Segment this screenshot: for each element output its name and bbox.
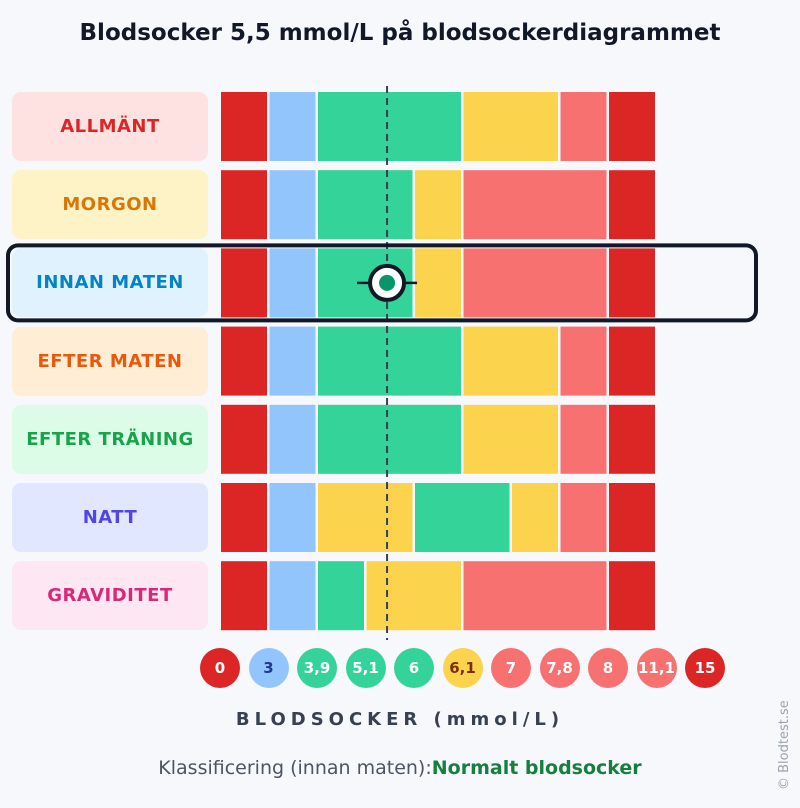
x-axis-label: BLODSOCKER (mmol/L) xyxy=(235,709,565,730)
range-cell xyxy=(269,483,316,552)
range-cell xyxy=(221,404,267,474)
copyright-notice: © Blodtest.se xyxy=(777,700,792,790)
range-cell xyxy=(560,483,607,552)
range-cell xyxy=(415,483,510,552)
row-label: ALLMÄNT xyxy=(12,92,208,161)
tick-label: 6 xyxy=(394,648,434,688)
range-cell xyxy=(318,561,364,631)
range-cell xyxy=(318,170,413,240)
value-marker-dot xyxy=(379,274,396,291)
row-label: NATT xyxy=(12,483,208,552)
classification-value: Normalt blodsocker xyxy=(431,757,642,779)
range-cell xyxy=(609,326,655,396)
range-cell xyxy=(366,561,461,631)
range-cell xyxy=(463,561,607,631)
row-label: MORGON xyxy=(12,170,208,240)
classification-label: Klassificering (innan maten): xyxy=(158,757,432,779)
range-cell xyxy=(269,404,316,474)
tick-label: 7,8 xyxy=(539,648,580,688)
range-cell xyxy=(609,483,655,552)
range-cell xyxy=(463,404,558,474)
range-cell xyxy=(512,483,558,552)
range-cell xyxy=(560,326,607,396)
range-cell xyxy=(318,483,413,552)
range-cell xyxy=(221,92,267,161)
range-cell xyxy=(269,92,316,161)
range-cell xyxy=(609,404,655,474)
range-cell xyxy=(221,561,267,631)
range-cell xyxy=(463,326,558,396)
range-cell xyxy=(269,170,316,240)
row-label: INNAN MATEN xyxy=(12,248,208,318)
range-cell xyxy=(221,483,267,552)
row-label: EFTER MATEN xyxy=(12,326,208,396)
range-cell xyxy=(463,92,558,161)
range-cell xyxy=(269,561,316,631)
range-cell xyxy=(221,326,267,396)
range-cell xyxy=(318,326,461,396)
tick-label: 15 xyxy=(685,648,725,688)
tick-label: 11,1 xyxy=(636,648,677,688)
tick-label: 8 xyxy=(588,648,628,688)
range-cell xyxy=(609,248,655,318)
range-cell xyxy=(609,170,655,240)
range-cell xyxy=(318,92,461,161)
tick-label: 3,9 xyxy=(297,648,337,688)
range-cell xyxy=(609,92,655,161)
row-label: EFTER TRÄNING xyxy=(12,404,208,474)
classification-line: Klassificering (innan maten):Normalt blo… xyxy=(0,757,800,779)
tick-label: 7 xyxy=(491,648,531,688)
range-cell xyxy=(221,248,267,318)
range-cell xyxy=(609,561,655,631)
tick-label: 6,1 xyxy=(442,648,483,688)
row-label: GRAVIDITET xyxy=(12,561,208,631)
range-cell xyxy=(463,248,607,318)
range-cell xyxy=(269,248,316,318)
range-cell xyxy=(415,248,461,318)
range-cell xyxy=(269,326,316,396)
range-cell xyxy=(415,170,461,240)
chart-title: Blodsocker 5,5 mmol/L på blodsockerdiagr… xyxy=(79,20,721,46)
highlight-frame xyxy=(6,243,758,323)
range-cell xyxy=(463,170,607,240)
range-cell xyxy=(560,404,607,474)
range-cell xyxy=(560,92,607,161)
tick-label: 5,1 xyxy=(345,648,386,688)
range-cell xyxy=(221,170,267,240)
tick-label: 3 xyxy=(248,648,289,688)
tick-label: 0 xyxy=(200,648,240,688)
range-cell xyxy=(318,404,461,474)
